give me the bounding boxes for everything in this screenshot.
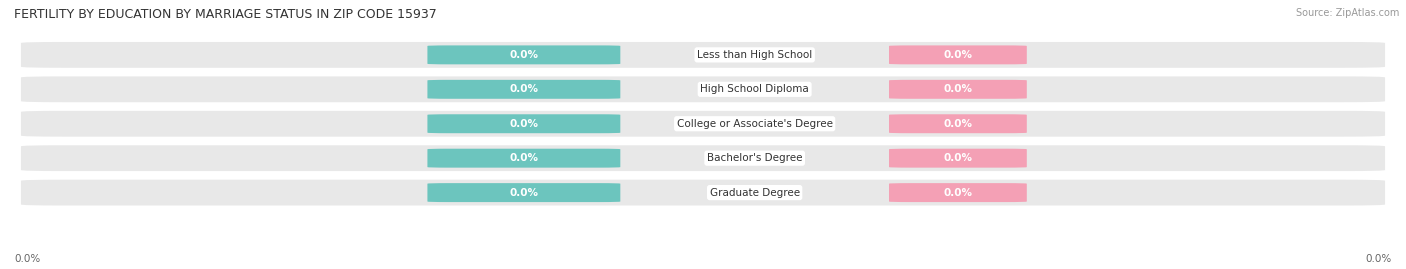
- Text: Bachelor's Degree: Bachelor's Degree: [707, 153, 803, 163]
- FancyBboxPatch shape: [21, 42, 1385, 68]
- FancyBboxPatch shape: [427, 114, 620, 133]
- Text: 0.0%: 0.0%: [509, 187, 538, 198]
- FancyBboxPatch shape: [21, 76, 1385, 102]
- Text: 0.0%: 0.0%: [943, 50, 973, 60]
- Text: 0.0%: 0.0%: [1365, 254, 1392, 264]
- Text: College or Associate's Degree: College or Associate's Degree: [676, 119, 832, 129]
- Text: 0.0%: 0.0%: [943, 84, 973, 94]
- Text: FERTILITY BY EDUCATION BY MARRIAGE STATUS IN ZIP CODE 15937: FERTILITY BY EDUCATION BY MARRIAGE STATU…: [14, 8, 437, 21]
- Text: 0.0%: 0.0%: [943, 119, 973, 129]
- FancyBboxPatch shape: [427, 80, 620, 99]
- FancyBboxPatch shape: [889, 183, 1026, 202]
- Text: Source: ZipAtlas.com: Source: ZipAtlas.com: [1295, 8, 1399, 18]
- Text: High School Diploma: High School Diploma: [700, 84, 808, 94]
- Text: 0.0%: 0.0%: [943, 153, 973, 163]
- Text: 0.0%: 0.0%: [943, 187, 973, 198]
- FancyBboxPatch shape: [427, 45, 620, 64]
- FancyBboxPatch shape: [427, 183, 620, 202]
- Text: 0.0%: 0.0%: [509, 50, 538, 60]
- FancyBboxPatch shape: [427, 149, 620, 168]
- FancyBboxPatch shape: [21, 145, 1385, 171]
- FancyBboxPatch shape: [889, 149, 1026, 168]
- Text: 0.0%: 0.0%: [14, 254, 41, 264]
- Text: 0.0%: 0.0%: [509, 153, 538, 163]
- FancyBboxPatch shape: [21, 180, 1385, 206]
- Text: Graduate Degree: Graduate Degree: [710, 187, 800, 198]
- FancyBboxPatch shape: [21, 111, 1385, 137]
- Text: Less than High School: Less than High School: [697, 50, 813, 60]
- Text: 0.0%: 0.0%: [509, 84, 538, 94]
- FancyBboxPatch shape: [889, 80, 1026, 99]
- FancyBboxPatch shape: [889, 45, 1026, 64]
- FancyBboxPatch shape: [889, 114, 1026, 133]
- Text: 0.0%: 0.0%: [509, 119, 538, 129]
